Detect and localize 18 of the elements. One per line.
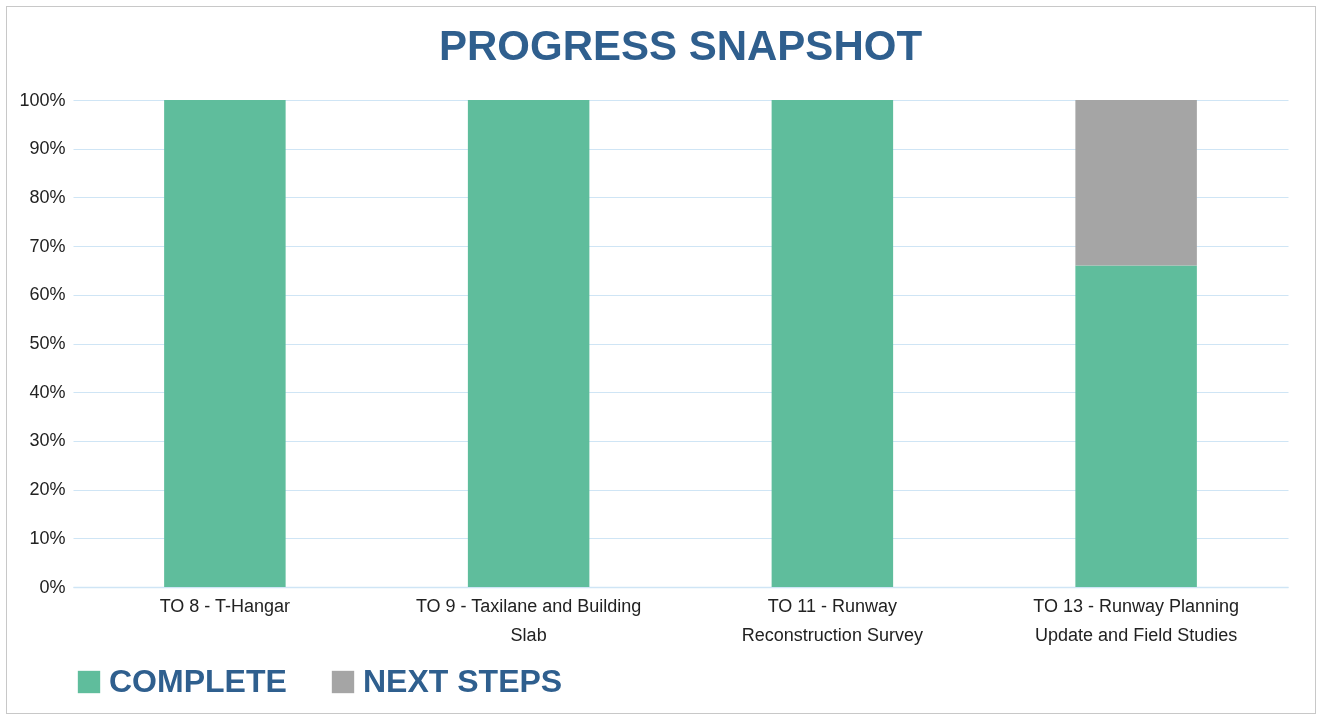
y-tick-label: 20% (29, 479, 66, 500)
y-tick-label: 10% (29, 527, 66, 548)
x-tick-label: TO 9 - Taxilane and Building Slab (415, 595, 642, 645)
x-tick-label: TO 11 - Runway Reconstruction Survey (741, 595, 923, 645)
legend-label: NEXT STEPS (363, 663, 563, 699)
y-tick-label: 100% (19, 89, 66, 110)
y-tick-label: 90% (29, 138, 66, 159)
x-tick-label: TO 13 - Runway Planning Update and Field Studies (1033, 595, 1240, 645)
y-tick-label: 70% (29, 235, 66, 256)
y-tick-label: 40% (29, 381, 66, 402)
y-tick-label: 50% (29, 333, 66, 353)
x-tick-label: TO 8 - T-Hangar (159, 595, 291, 616)
y-tick-label: 30% (29, 430, 66, 451)
y-tick-label: 80% (29, 186, 66, 207)
chart-title: PROGRESS SNAPSHOT (438, 22, 923, 69)
y-tick-label: 60% (29, 284, 66, 305)
y-tick-label: 0% (39, 576, 66, 597)
legend-label: COMPLETE (109, 663, 287, 699)
